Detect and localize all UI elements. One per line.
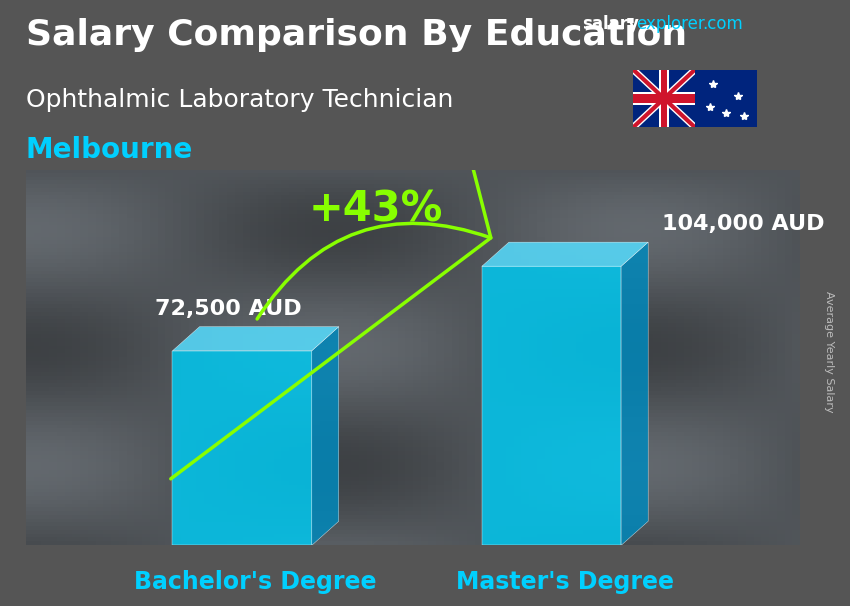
Text: explorer: explorer	[636, 15, 705, 33]
Polygon shape	[482, 242, 649, 266]
Polygon shape	[633, 70, 756, 127]
Text: Average Yearly Salary: Average Yearly Salary	[824, 291, 834, 412]
Text: Bachelor's Degree: Bachelor's Degree	[134, 570, 377, 593]
Polygon shape	[173, 351, 312, 545]
Polygon shape	[312, 327, 339, 545]
Text: salary: salary	[582, 15, 639, 33]
Polygon shape	[621, 242, 649, 545]
FancyArrowPatch shape	[171, 0, 490, 479]
Polygon shape	[694, 70, 756, 127]
Polygon shape	[661, 70, 667, 127]
Polygon shape	[633, 92, 756, 105]
Text: Melbourne: Melbourne	[26, 136, 193, 164]
Text: 104,000 AUD: 104,000 AUD	[662, 214, 824, 234]
Text: +43%: +43%	[309, 188, 443, 230]
Polygon shape	[482, 266, 621, 545]
Text: .com: .com	[702, 15, 743, 33]
Text: Ophthalmic Laboratory Technician: Ophthalmic Laboratory Technician	[26, 88, 453, 112]
Polygon shape	[659, 70, 669, 127]
Text: Master's Degree: Master's Degree	[456, 570, 674, 593]
Polygon shape	[633, 94, 694, 103]
Text: 72,500 AUD: 72,500 AUD	[155, 299, 302, 319]
Polygon shape	[173, 327, 339, 351]
Text: Salary Comparison By Education: Salary Comparison By Education	[26, 18, 687, 52]
